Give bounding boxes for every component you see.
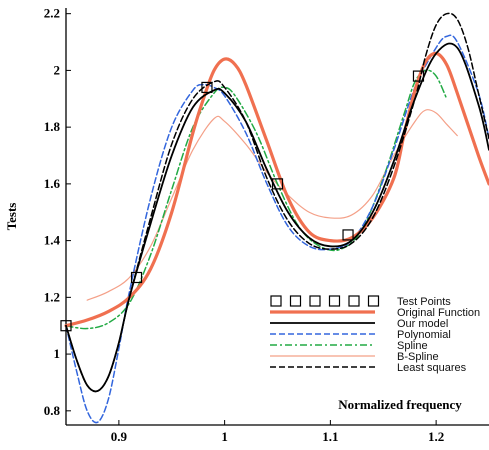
legend-label: Spline bbox=[397, 340, 428, 352]
x-tick-label: 1.2 bbox=[428, 429, 444, 444]
test-point-marker bbox=[201, 81, 213, 94]
legend-test-point-marker bbox=[348, 295, 360, 307]
test-point-marker bbox=[342, 229, 354, 241]
y-tick-label: 2 bbox=[54, 62, 61, 77]
test-point-marker bbox=[271, 178, 284, 190]
legend-label-test-points: Test Points bbox=[397, 296, 451, 308]
legend-label: Original Function bbox=[397, 307, 480, 319]
series-line-least-squares bbox=[65, 12, 489, 393]
legend-label: B-Spline bbox=[397, 351, 439, 363]
legend-label: Least squares bbox=[397, 362, 467, 374]
series-line-polynomial bbox=[65, 34, 489, 424]
legend-test-point-marker bbox=[270, 295, 282, 307]
series-layer bbox=[64, 12, 489, 424]
y-axis-label: Tests bbox=[4, 203, 19, 231]
y-tick-label: 1.4 bbox=[44, 233, 61, 248]
x-tick-label: 0.9 bbox=[111, 429, 128, 444]
legend-test-point-marker bbox=[367, 295, 380, 307]
test-point-marker bbox=[412, 70, 425, 82]
series-line-original-function bbox=[64, 51, 489, 328]
legend-test-point-marker bbox=[289, 295, 302, 307]
axes: 0.8 1 1.2 1.4 1.6 1.8 2 2.2 0.9 1 1.1 1.2 bbox=[44, 6, 489, 444]
x-tick-label: 1 bbox=[221, 429, 228, 444]
legend-test-point-marker bbox=[328, 295, 341, 307]
y-tick-label: 1.8 bbox=[44, 119, 61, 134]
test-point-marker bbox=[130, 271, 143, 284]
legend-label: Polynomial bbox=[397, 329, 451, 341]
y-tick-label: 1.2 bbox=[44, 289, 60, 304]
y-tick-label: 1 bbox=[54, 346, 61, 361]
legend-test-point-marker bbox=[309, 295, 321, 307]
y-tick-label: 2.2 bbox=[44, 6, 60, 21]
x-axis-label: Normalized frequency bbox=[338, 397, 462, 412]
legend-label: Our model bbox=[397, 318, 448, 330]
x-tick-label: 1.1 bbox=[322, 429, 338, 444]
y-tick-label: 1.6 bbox=[44, 176, 61, 191]
y-tick-label: 0.8 bbox=[44, 403, 61, 418]
test-point-marker bbox=[60, 320, 72, 332]
test-points-layer bbox=[60, 70, 425, 332]
